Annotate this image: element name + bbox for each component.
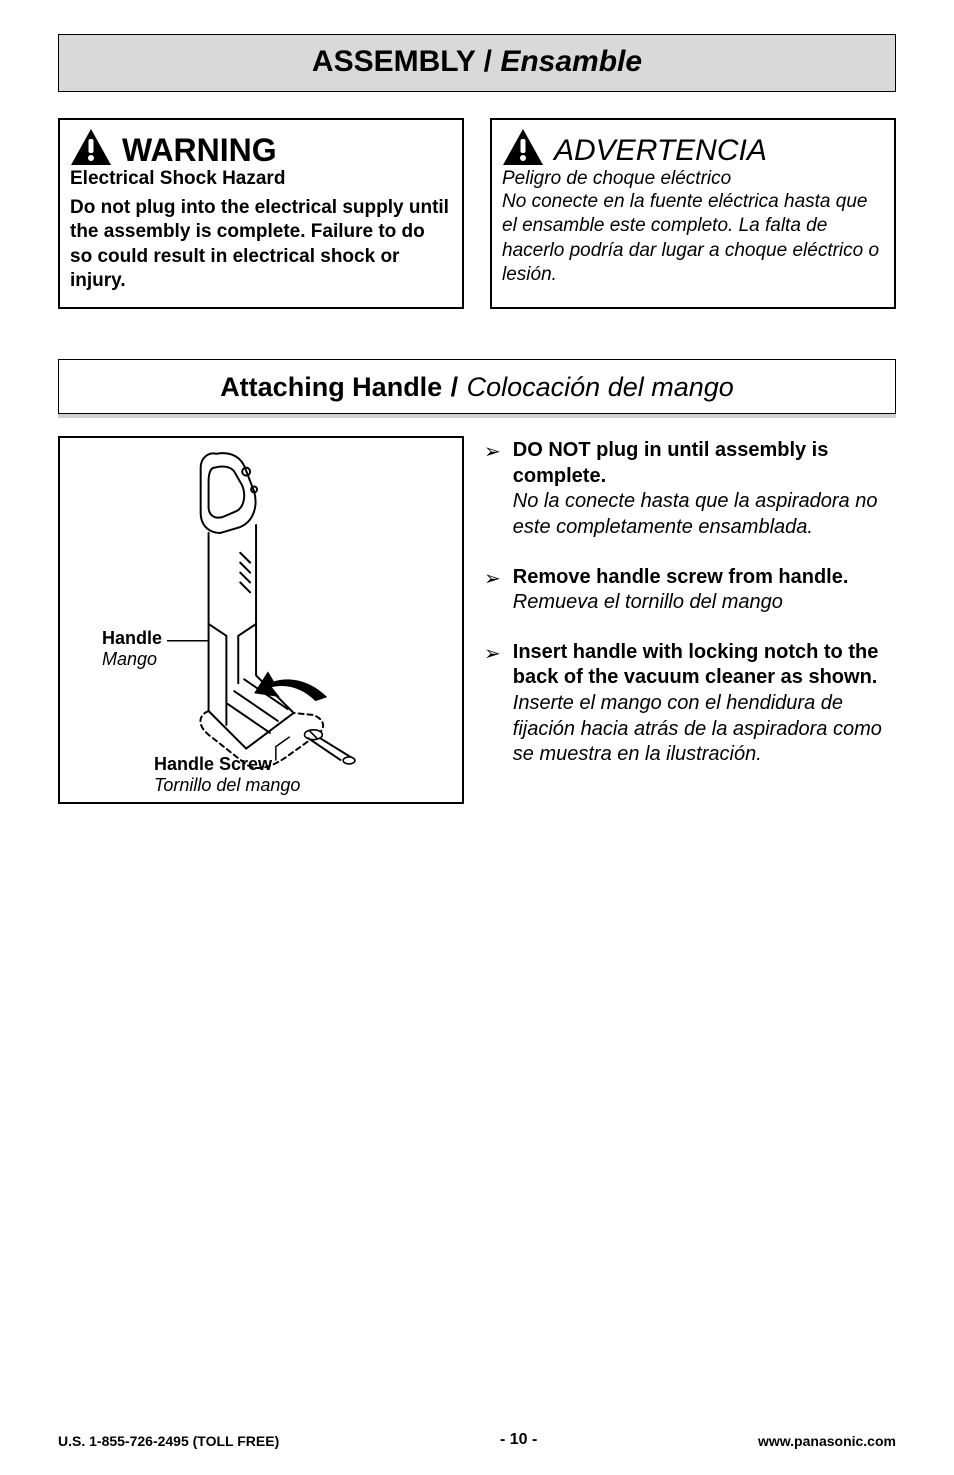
instruction-item: ➢ Remove handle screw from handle. Remue…: [484, 565, 896, 616]
callout-handle: Handle Mango: [102, 628, 162, 669]
instruction-es: No la conecte hasta que la aspiradora no…: [513, 489, 896, 540]
callout-screw: Handle Screw Tornillo del mango: [154, 754, 300, 795]
instruction-en: Remove handle screw from handle.: [513, 565, 849, 591]
page-footer: U.S. 1-855-726-2495 (TOLL FREE) - 10 - w…: [58, 1431, 896, 1449]
footer-phone: U.S. 1-855-726-2495 (TOLL FREE): [58, 1433, 279, 1449]
warning-triangle-icon: [70, 128, 112, 166]
warning-body-en: Do not plug into the electrical supply u…: [70, 196, 452, 293]
warning-heading-en: WARNING: [70, 128, 452, 166]
handle-diagram-svg: [60, 438, 462, 802]
warning-body-es: No conecte en la fuente eléctrica hasta …: [502, 190, 884, 287]
warning-triangle-icon: [502, 128, 544, 166]
subsection-title-en: Attaching Handle: [220, 372, 442, 402]
subsection-title-slash: /: [451, 372, 459, 402]
instruction-item: ➢ DO NOT plug in until assembly is compl…: [484, 438, 896, 540]
warning-box-en: WARNING Electrical Shock Hazard Do not p…: [58, 118, 464, 309]
subsection-title: Attaching Handle / Colocación del mango: [58, 359, 896, 414]
instruction-es: Inserte el mango con el hendidura de fij…: [513, 691, 896, 768]
instructions-list: ➢ DO NOT plug in until assembly is compl…: [484, 436, 896, 792]
instruction-en: DO NOT plug in until assembly is complet…: [513, 438, 896, 489]
handle-diagram: Handle Mango Handle Screw Tornillo del m…: [58, 436, 464, 804]
content-row: Handle Mango Handle Screw Tornillo del m…: [58, 436, 896, 804]
warning-sub-es: Peligro de choque eléctrico: [502, 168, 884, 190]
manual-page: ASSEMBLY / Ensamble WARNING Electrical S…: [0, 0, 954, 1475]
instruction-es: Remueva el tornillo del mango: [513, 590, 849, 616]
callout-screw-es: Tornillo del mango: [154, 775, 300, 796]
warning-heading-text-en: WARNING: [122, 134, 277, 166]
warning-box-es: ADVERTENCIA Peligro de choque eléctrico …: [490, 118, 896, 309]
footer-page-number: - 10 -: [500, 1431, 537, 1449]
footer-url: www.panasonic.com: [758, 1433, 896, 1449]
callout-handle-en: Handle: [102, 628, 162, 649]
section-title-en: ASSEMBLY: [312, 45, 475, 78]
warning-heading-es: ADVERTENCIA: [502, 128, 884, 166]
instruction-text: Remove handle screw from handle. Remueva…: [513, 565, 849, 616]
instruction-text: Insert handle with locking notch to the …: [513, 640, 896, 768]
instruction-en: Insert handle with locking notch to the …: [513, 640, 896, 691]
callout-handle-es: Mango: [102, 649, 162, 670]
bullet-arrow-icon: ➢: [484, 440, 501, 540]
callout-screw-en: Handle Screw: [154, 754, 300, 775]
section-title-sep: /: [475, 45, 500, 78]
section-title-es: Ensamble: [500, 45, 642, 78]
bullet-arrow-icon: ➢: [484, 567, 501, 616]
instruction-text: DO NOT plug in until assembly is complet…: [513, 438, 896, 540]
bullet-arrow-icon: ➢: [484, 642, 501, 768]
subsection-title-es: Colocación del mango: [467, 372, 734, 402]
section-title: ASSEMBLY / Ensamble: [58, 34, 896, 92]
instruction-item: ➢ Insert handle with locking notch to th…: [484, 640, 896, 768]
warning-row: WARNING Electrical Shock Hazard Do not p…: [58, 118, 896, 309]
warning-heading-text-es: ADVERTENCIA: [554, 136, 767, 166]
warning-sub-en: Electrical Shock Hazard: [70, 168, 452, 190]
